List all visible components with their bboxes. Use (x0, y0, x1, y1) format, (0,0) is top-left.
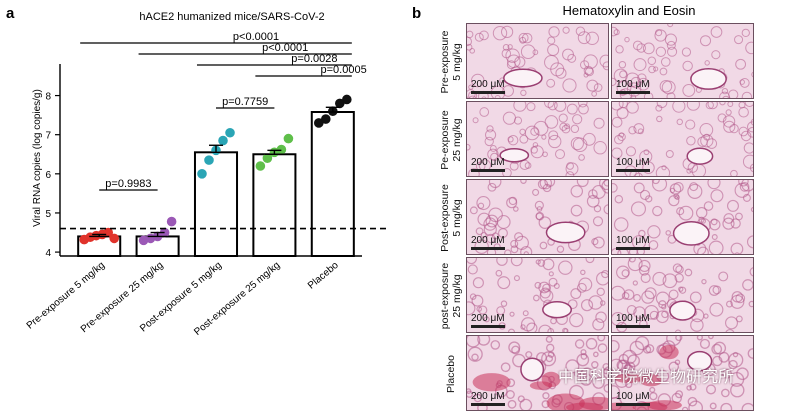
chart-title: hACE2 humanized mice/SARS-CoV-2 (139, 11, 324, 23)
scale-bar (616, 91, 650, 94)
scale-bar-label: 200 μM (471, 157, 505, 168)
data-point (342, 94, 352, 105)
bar (310, 111, 355, 257)
y-axis-label: Viral RNA copies (log copies/g) (32, 89, 43, 227)
scale-bar (471, 247, 505, 250)
histology-grid: Pre-exposure 5 mg/kg 200 μM 100 μM Pe-expos… (439, 23, 794, 415)
scale-bar (616, 169, 650, 172)
panel-a-letter: a (6, 5, 15, 22)
bar-series (77, 111, 355, 258)
scale-bar-label: 200 μM (471, 235, 505, 246)
data-point (320, 114, 331, 124)
scale-bar (471, 403, 505, 406)
scale-bar-label: 100 μM (616, 313, 650, 324)
tissue-texture (612, 102, 753, 176)
histology-tile-low-mag: 200 μM (466, 335, 609, 411)
x-tick-label: Placebo (306, 260, 341, 292)
scale-bar (616, 247, 650, 250)
histology-row-label-text: Pe-exposure 25 mg/kg (439, 110, 463, 170)
scale-bar-label: 200 μM (471, 391, 505, 402)
tissue-texture (469, 180, 608, 254)
p-value-label: p=0.0005 (321, 64, 367, 76)
y-tick-label: 8 (45, 92, 51, 103)
p-value-label: p=0.9983 (105, 178, 151, 190)
scale-bar (471, 169, 505, 172)
tissue-texture (467, 25, 608, 98)
histology-title: Hematoxylin and Eosin (563, 3, 696, 18)
scale-bar-label: 100 μM (616, 157, 650, 168)
histology-row-label-text: post-exposure 25 mg/kg (439, 262, 463, 330)
histology-row-label: Pre-exposure 5 mg/kg (432, 23, 470, 101)
data-point (218, 135, 228, 146)
histology-row-label: post-exposure 25 mg/kg (432, 257, 470, 335)
histology-tile-high-mag: 100 μM (611, 101, 754, 177)
scale-bar-label: 100 μM (616, 235, 650, 246)
scale-bar-label: 100 μM (616, 79, 650, 90)
histology-row-label: Pe-exposure 25 mg/kg (432, 101, 470, 179)
bar (252, 153, 297, 257)
data-point (255, 161, 266, 171)
data-point (225, 127, 235, 138)
histology-row-label: Placebo (432, 335, 470, 413)
p-value-label: p=0.7759 (222, 96, 268, 108)
watermark: 中国科学院微生物研究所 (558, 369, 735, 386)
bar (193, 151, 239, 258)
scale-bar (471, 91, 505, 94)
histology-tile-low-mag: 200 μM (466, 23, 609, 99)
scale-bar (616, 325, 650, 328)
histology-tile-low-mag: 200 μM (466, 101, 609, 177)
comparison-brackets: p<0.0001p<0.0001p=0.0028p=0.0005p=0.7759… (80, 31, 367, 191)
tissue-texture (612, 258, 753, 332)
data-point (283, 133, 294, 144)
tissue-texture (612, 24, 753, 98)
histology-row-label-text: Post-exposure 5 mg/kg (439, 184, 463, 252)
y-tick-label: 4 (45, 248, 51, 259)
scale-bar-label: 100 μM (616, 391, 650, 402)
histology-row-label: Post-exposure 5 mg/kg (432, 179, 470, 257)
tissue-texture (467, 336, 608, 410)
data-point (262, 153, 273, 163)
data-point (166, 216, 177, 227)
histology-tile-high-mag: 100 μM (611, 335, 754, 411)
panel-b-letter: b (412, 5, 421, 22)
tissue-texture (467, 258, 608, 332)
error-bars (89, 106, 343, 238)
histology-tile-high-mag: 100 μM (611, 179, 754, 255)
tissue-texture (612, 336, 753, 410)
data-point (197, 169, 207, 179)
p-value-label: p<0.0001 (233, 31, 279, 43)
tissue-texture (467, 102, 607, 176)
histology-tile-high-mag: 100 μM (611, 23, 754, 99)
p-value-label: p=0.0028 (291, 53, 337, 65)
histology-tile-low-mag: 200 μM (466, 179, 609, 255)
p-value-label: p<0.0001 (262, 42, 308, 54)
scale-bar-label: 200 μM (471, 313, 505, 324)
histology-row-label-text: Placebo (445, 355, 457, 393)
scale-bar (616, 403, 650, 406)
histology-tile-low-mag: 200 μM (466, 257, 609, 333)
histology-tile-high-mag: 100 μM (611, 257, 754, 333)
data-point (109, 233, 120, 244)
histology-row-label-text: Pre-exposure 5 mg/kg (439, 30, 463, 94)
y-tick-label: 7 (45, 131, 51, 142)
y-tick-label: 6 (45, 170, 51, 181)
scale-bar-label: 200 μM (471, 79, 505, 90)
data-point (276, 144, 287, 155)
scale-bar (471, 325, 505, 328)
y-tick-label: 5 (45, 209, 51, 220)
data-point (204, 155, 214, 165)
